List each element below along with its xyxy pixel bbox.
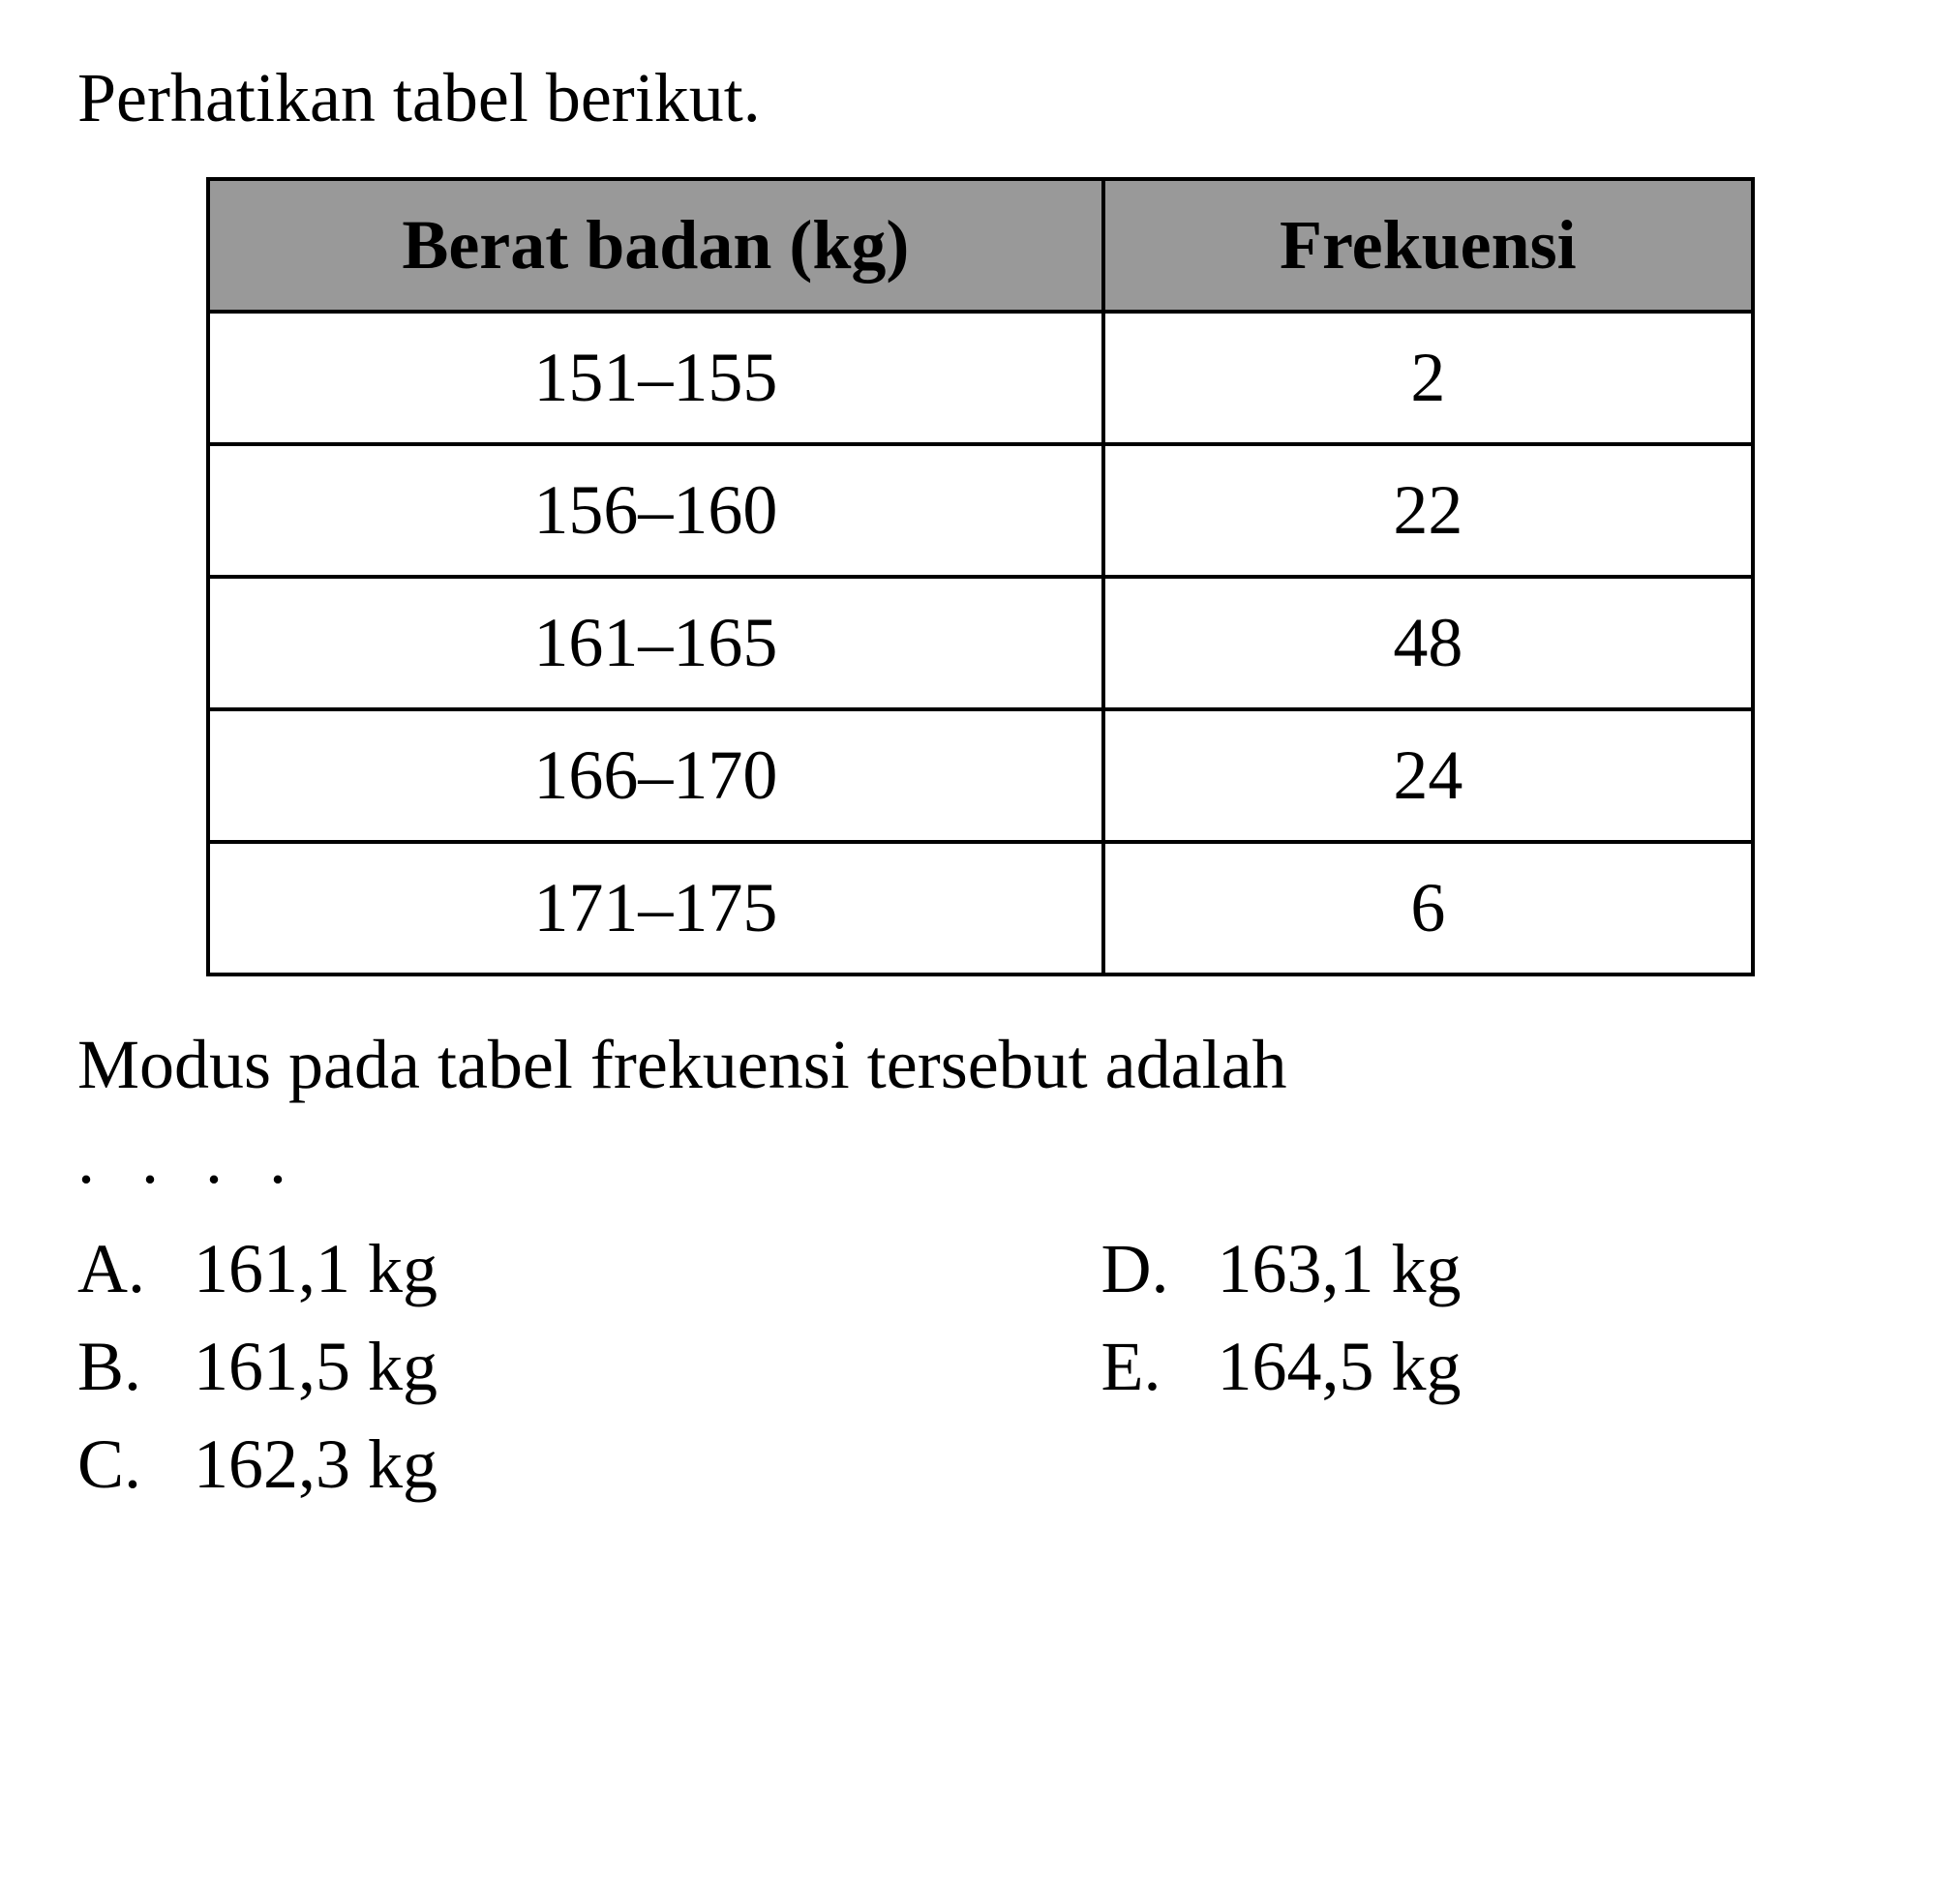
option-a: A. 161,1 kg xyxy=(77,1229,859,1309)
cell-category: 161–165 xyxy=(208,577,1104,709)
header-frequency: Frekuensi xyxy=(1103,179,1752,312)
option-letter: D. xyxy=(1101,1229,1218,1309)
question-text: Modus pada tabel frekuensi tersebut adal… xyxy=(77,1025,1883,1105)
option-text: 161,5 kg xyxy=(194,1327,437,1407)
option-letter: A. xyxy=(77,1229,194,1309)
option-letter: E. xyxy=(1101,1327,1218,1407)
intro-text: Perhatikan tabel berikut. xyxy=(77,58,1883,138)
option-e: E. 164,5 kg xyxy=(1101,1327,1884,1407)
options-container: A. 161,1 kg D. 163,1 kg B. 161,5 kg E. 1… xyxy=(77,1229,1883,1505)
option-text: 164,5 kg xyxy=(1218,1327,1462,1407)
question-dots: . . . . xyxy=(77,1120,1883,1200)
cell-category: 166–170 xyxy=(208,709,1104,842)
frequency-table: Berat badan (kg) Frekuensi 151–155 2 156… xyxy=(206,177,1755,976)
option-letter: B. xyxy=(77,1327,194,1407)
table-row: 156–160 22 xyxy=(208,444,1753,577)
cell-frequency: 24 xyxy=(1103,709,1752,842)
cell-category: 171–175 xyxy=(208,842,1104,974)
cell-frequency: 48 xyxy=(1103,577,1752,709)
option-b: B. 161,5 kg xyxy=(77,1327,859,1407)
table-container: Berat badan (kg) Frekuensi 151–155 2 156… xyxy=(77,177,1883,976)
cell-frequency: 2 xyxy=(1103,312,1752,444)
option-letter: C. xyxy=(77,1424,194,1505)
option-text: 162,3 kg xyxy=(194,1424,437,1505)
cell-category: 151–155 xyxy=(208,312,1104,444)
table-row: 161–165 48 xyxy=(208,577,1753,709)
option-text: 163,1 kg xyxy=(1218,1229,1462,1309)
table-row: 171–175 6 xyxy=(208,842,1753,974)
header-category: Berat badan (kg) xyxy=(208,179,1104,312)
table-row: 166–170 24 xyxy=(208,709,1753,842)
table-header-row: Berat badan (kg) Frekuensi xyxy=(208,179,1753,312)
option-c: C. 162,3 kg xyxy=(77,1424,859,1505)
option-text: 161,1 kg xyxy=(194,1229,437,1309)
cell-frequency: 22 xyxy=(1103,444,1752,577)
cell-category: 156–160 xyxy=(208,444,1104,577)
cell-frequency: 6 xyxy=(1103,842,1752,974)
option-d: D. 163,1 kg xyxy=(1101,1229,1884,1309)
table-row: 151–155 2 xyxy=(208,312,1753,444)
